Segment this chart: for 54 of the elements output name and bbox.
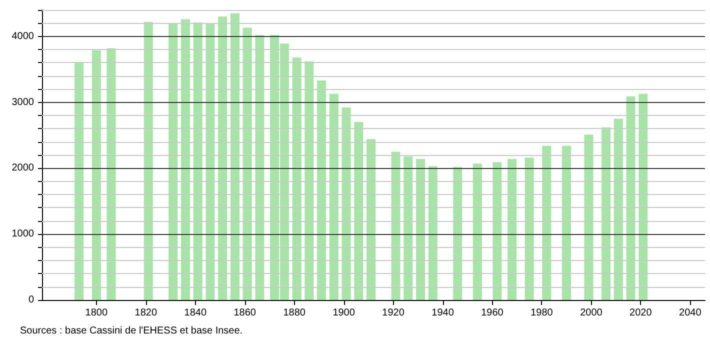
y-tick-label: 3000 <box>12 96 34 108</box>
bar <box>74 62 84 300</box>
bar <box>472 164 482 300</box>
bar <box>614 118 623 300</box>
bar <box>428 166 438 300</box>
x-tick-label: 1820 <box>134 308 158 318</box>
source-note: Sources : base Cassini de l'EHESS et base Insee. <box>20 326 243 336</box>
bar <box>292 57 302 300</box>
y-tick-label: 1000 <box>12 228 34 240</box>
x-tick-label: 1860 <box>234 308 256 318</box>
x-tick-label: 1980 <box>530 308 554 318</box>
bar <box>342 108 351 300</box>
y-tick-label: 0 <box>28 294 34 306</box>
bar <box>106 48 116 300</box>
y-tick-label: 4000 <box>12 30 34 42</box>
x-tick-label: 1840 <box>184 308 207 318</box>
bar <box>542 146 552 300</box>
x-tick-label: 1880 <box>283 308 306 318</box>
bar <box>180 19 190 300</box>
bar <box>144 22 153 300</box>
bar <box>218 16 228 300</box>
bar <box>626 96 636 300</box>
bar <box>206 23 215 300</box>
x-tick-label: 1920 <box>382 308 405 318</box>
bar <box>242 28 252 300</box>
bar <box>193 22 202 300</box>
bar <box>453 166 462 300</box>
x-tick-label: 2020 <box>630 308 652 318</box>
bar <box>404 156 413 300</box>
x-tick-label: 2040 <box>679 308 702 318</box>
bar <box>602 127 611 300</box>
bar <box>416 158 426 300</box>
bar <box>584 134 594 300</box>
bar <box>524 158 534 300</box>
bar <box>230 13 240 300</box>
bar <box>317 80 326 300</box>
bar <box>92 50 101 300</box>
bar <box>354 122 364 300</box>
bar <box>168 23 178 300</box>
bar <box>366 139 376 300</box>
x-tick-label: 1900 <box>332 308 356 318</box>
x-tick-label: 1940 <box>432 308 454 318</box>
y-tick-label: 2000 <box>12 162 34 174</box>
bar <box>391 152 400 300</box>
bar <box>492 162 502 300</box>
bar <box>562 146 571 300</box>
x-tick-label: 1800 <box>85 308 108 318</box>
x-tick-label: 2000 <box>580 308 603 318</box>
bar <box>508 158 517 300</box>
bar <box>304 61 314 300</box>
bar <box>255 35 264 300</box>
bar <box>329 94 338 300</box>
x-tick-label: 1960 <box>481 308 504 318</box>
bar <box>638 94 648 300</box>
